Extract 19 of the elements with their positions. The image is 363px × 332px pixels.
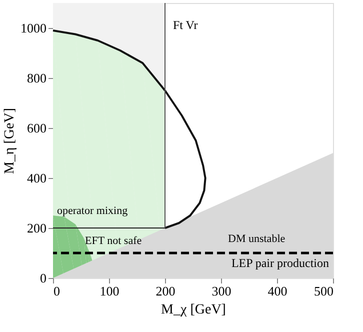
annotation: DM unstable xyxy=(228,233,286,245)
x-tick-label: 400 xyxy=(268,284,288,298)
x-axis-title: M_χ [GeV] xyxy=(161,302,226,318)
y-tick-label: 800 xyxy=(27,70,46,86)
x-tick-label: 500 xyxy=(314,284,334,298)
y-tick-label: 600 xyxy=(27,120,46,136)
annotation: operator mixing xyxy=(57,205,128,217)
x-tick-label: 100 xyxy=(100,284,120,298)
x-tick-label: 0 xyxy=(54,284,60,298)
y-tick-label: 0 xyxy=(40,270,46,286)
y-tick-label: 400 xyxy=(27,170,46,186)
y-tick-label: 200 xyxy=(27,220,46,236)
y-tick-label: 1000 xyxy=(20,20,46,36)
annotation: Ft Vr xyxy=(173,18,198,32)
ref-line-label: LEP pair production xyxy=(231,256,329,270)
annotation: EFT not safe xyxy=(85,235,142,247)
y-axis-title: M_η [GeV] xyxy=(2,108,18,174)
x-tick-label: 300 xyxy=(212,284,232,298)
x-tick-label: 200 xyxy=(156,284,176,298)
